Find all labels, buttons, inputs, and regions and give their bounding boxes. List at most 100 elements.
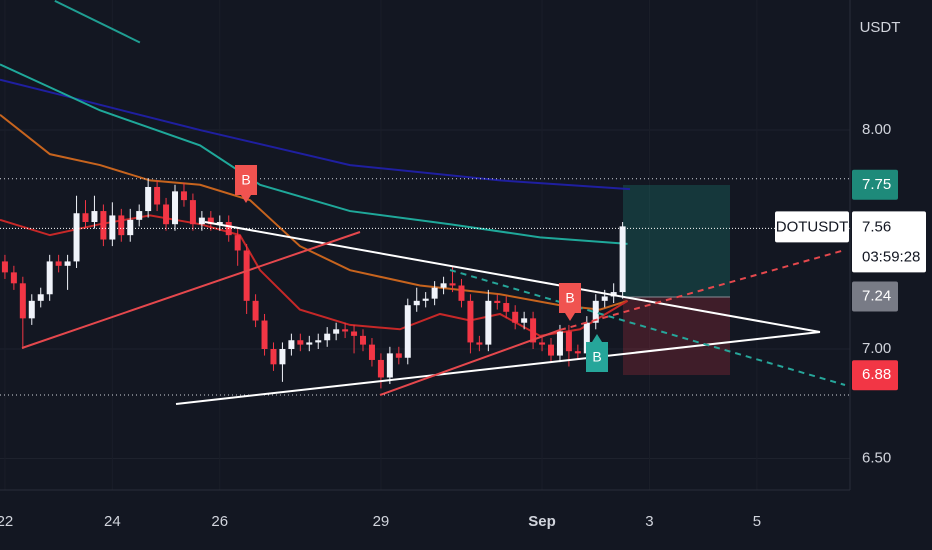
x-tick-label: 26 — [211, 513, 228, 530]
candle-body — [467, 300, 474, 343]
candle-body — [503, 303, 510, 312]
candle-body — [279, 348, 286, 365]
symbol-label: DOTUSDT — [776, 218, 849, 235]
current-price-label: 7.56 — [862, 218, 891, 235]
candle-body — [619, 226, 626, 293]
drawings — [21, 221, 846, 405]
candle-body — [28, 300, 35, 319]
candle-body — [109, 215, 116, 240]
candle-body — [530, 318, 537, 343]
signal-marker — [559, 283, 581, 321]
labels: 6.50 7.00 8.00 22 24 26 29 Sep 3 5 7.75 7.24 6.88 DOT… — [0, 121, 926, 530]
candle-body — [261, 320, 268, 349]
price-label: 7.75 — [862, 176, 891, 193]
candle-body — [368, 344, 375, 360]
candle-body — [458, 285, 465, 301]
candle-body — [154, 186, 161, 205]
candle-body — [37, 294, 44, 301]
candle-body — [207, 217, 214, 225]
symbol-box — [775, 211, 849, 243]
candle-body — [100, 211, 107, 240]
candle-body — [288, 340, 295, 349]
moving-average — [0, 63, 628, 245]
x-tick-label: 5 — [753, 513, 761, 530]
candle-body — [297, 340, 304, 345]
y-tick-label: 7.00 — [862, 340, 891, 357]
candle-body — [145, 186, 152, 212]
candles — [1, 178, 626, 389]
candle-body — [315, 340, 322, 343]
candle-body — [539, 342, 546, 345]
candle-body — [404, 305, 411, 358]
candle-body — [55, 261, 62, 266]
candle-body — [127, 219, 134, 236]
candle-body — [118, 215, 125, 236]
trend-projection — [449, 269, 846, 386]
candle-body — [64, 261, 71, 266]
candle-body — [189, 200, 196, 225]
signal-label: B — [592, 349, 601, 365]
candle-body — [386, 353, 393, 378]
candle-body — [476, 342, 483, 345]
candle-body — [556, 331, 563, 356]
x-tick-label: 22 — [0, 513, 13, 530]
candle-body — [574, 351, 581, 354]
trend-line — [21, 231, 361, 349]
candle-body — [324, 333, 331, 341]
candle-body — [270, 348, 277, 365]
moving-average — [54, 0, 141, 44]
candle-body — [91, 211, 98, 223]
trend-line — [379, 329, 561, 396]
candle-body — [494, 300, 501, 304]
currency-label: USDT — [860, 19, 901, 36]
candle-body — [521, 318, 528, 323]
candle-body — [19, 283, 26, 319]
moving-average — [0, 78, 631, 191]
trend-line — [175, 331, 821, 405]
signal-label: B — [565, 290, 574, 306]
countdown-label: 03:59:28 — [862, 248, 920, 265]
candle-body — [422, 298, 429, 301]
candle-body — [583, 322, 590, 354]
price-label: 6.88 — [862, 366, 891, 383]
candle-body — [82, 213, 89, 223]
candle-body — [306, 342, 313, 345]
price-label: 7.24 — [862, 287, 891, 304]
profit-zone — [623, 185, 730, 297]
candle-body — [351, 331, 358, 336]
candle-body — [234, 235, 241, 251]
candle-body — [46, 261, 53, 295]
candle-body — [360, 335, 367, 345]
candle-body — [395, 353, 402, 358]
candle-body — [377, 359, 384, 378]
trend-projection — [559, 249, 846, 331]
trend-line — [204, 221, 821, 333]
candle-body — [252, 300, 259, 321]
x-tick-label: Sep — [528, 513, 556, 530]
price-label-box — [852, 360, 898, 391]
x-tick-label: 3 — [645, 513, 653, 530]
candle-body — [512, 311, 519, 323]
signal-label: B — [241, 172, 250, 188]
price-label-box — [852, 281, 898, 312]
candle-body — [449, 283, 456, 286]
candle-body — [333, 329, 340, 334]
candle-body — [243, 250, 250, 301]
moving-average — [0, 214, 629, 337]
candle-body — [180, 191, 187, 201]
candle-body — [73, 213, 80, 262]
grid — [0, 129, 850, 459]
signal-marker — [235, 165, 257, 203]
candle-body — [565, 331, 572, 352]
signal-marker — [586, 334, 608, 372]
candle-body — [548, 344, 555, 356]
candle-body — [216, 222, 223, 225]
y-tick-label: 6.50 — [862, 449, 891, 466]
candle-body — [136, 211, 143, 220]
candle-body — [413, 300, 420, 306]
candle-body — [172, 191, 179, 225]
candle-body — [485, 300, 492, 345]
current-price-box — [852, 211, 926, 273]
